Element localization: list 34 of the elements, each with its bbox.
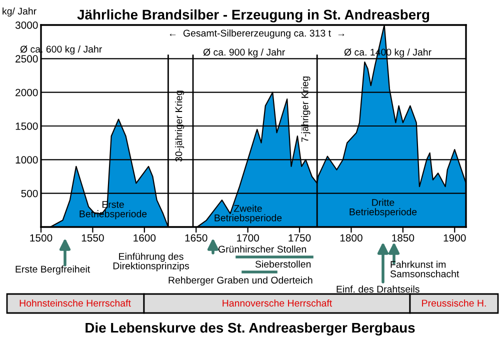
x-tick-label: 1900 bbox=[444, 234, 466, 242]
x-tick-label: 1850 bbox=[392, 234, 414, 242]
text: Einf. des Drahtseils bbox=[336, 285, 420, 293]
x-tick-label: 1800 bbox=[340, 234, 362, 242]
x-tick-label: 1750 bbox=[288, 234, 311, 242]
y-tick-label: 1000 bbox=[16, 156, 38, 164]
text: Preussische H. bbox=[422, 299, 486, 307]
text: Grünhirscher Stollen bbox=[218, 245, 306, 253]
ref-line-label: 7-jähriger Krieg bbox=[301, 76, 310, 142]
annotation: ← Gesamt-Silbererzeugung ca. 313 t → bbox=[170, 29, 344, 39]
chart-title: Jährliche Brandsilber - Erzeugung in St. Andreasberg bbox=[77, 9, 430, 22]
text: Erste Bergfreiheit bbox=[16, 265, 90, 275]
x-tick-label: 1600 bbox=[134, 234, 156, 242]
annotation: Ø ca. 900 kg / Jahr bbox=[203, 48, 285, 58]
annotation: Dritte Betriebsperiode bbox=[350, 198, 417, 218]
y-tick-label: 500 bbox=[21, 190, 38, 198]
y-tick-label: 3000 bbox=[15, 22, 38, 29]
annotation: Zweite Betriebsperiode bbox=[214, 204, 282, 224]
y-tick-label: 1500 bbox=[16, 122, 38, 130]
text: Fahrkunst im Samsonschacht bbox=[390, 260, 460, 278]
x-tick-label: 1700 bbox=[237, 234, 259, 242]
text: Hohnsteinsche Herrschaft bbox=[20, 299, 131, 307]
text: Einführung des Direktionsprinzips bbox=[113, 252, 190, 272]
ref-line-label: 30-jähriger Krieg bbox=[175, 90, 184, 162]
text: Rehberger Graben und Oderteich bbox=[168, 276, 312, 286]
y-tick-label: 2500 bbox=[16, 55, 38, 63]
text: Hannoversche Herrschaft bbox=[222, 299, 332, 307]
x-tick-label: 1550 bbox=[82, 234, 104, 242]
text: Die Lebenskurve des St. Andreasberger Bergbaus bbox=[86, 322, 415, 336]
text: Sieberstollen bbox=[255, 260, 311, 268]
y-axis-title: kg/ Jahr bbox=[2, 7, 36, 17]
x-tick-label: 1500 bbox=[30, 234, 52, 242]
x-tick-label: 1650 bbox=[185, 234, 208, 242]
y-tick-label: 2000 bbox=[16, 88, 38, 96]
